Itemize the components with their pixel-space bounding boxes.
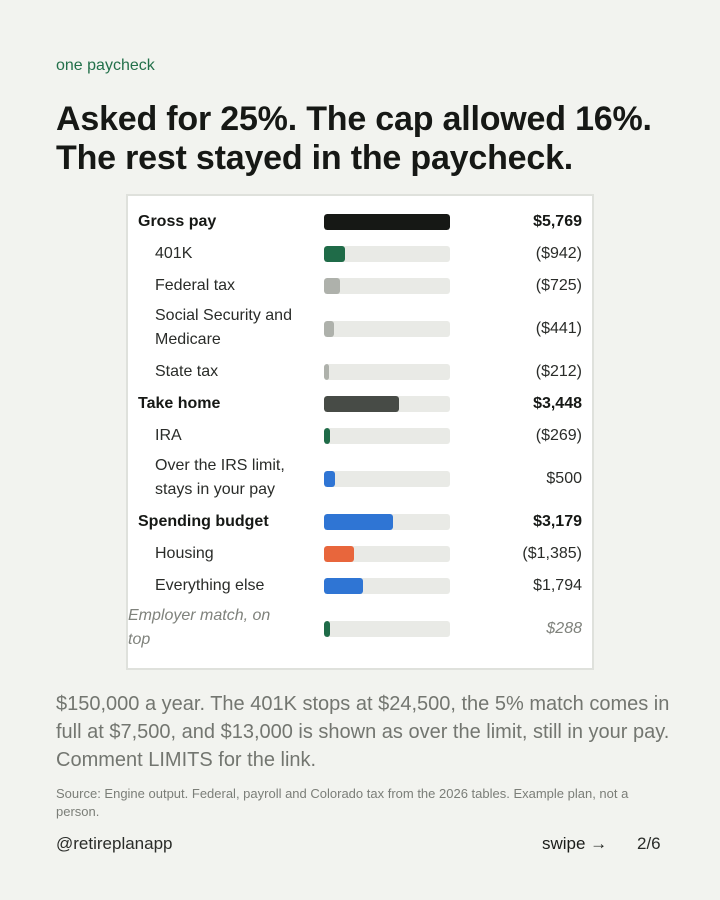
bar-fill — [324, 578, 363, 594]
row-label: IRA — [155, 427, 182, 444]
row-label: Over the IRS limit, stays in your pay — [155, 457, 285, 498]
bar-fill — [324, 621, 330, 637]
chart-row: Everything else $1,794 — [128, 570, 592, 602]
bar-fill — [324, 321, 334, 337]
row-value: ($269) — [535, 427, 582, 444]
row-value: ($441) — [535, 320, 582, 337]
row-label: Federal tax — [155, 277, 236, 294]
account-handle[interactable]: @retireplanapp — [56, 834, 173, 853]
bar-track — [324, 214, 450, 230]
page-indicator: 2/6 — [637, 834, 661, 853]
headline-line-2: The rest stayed in the paycheck. — [56, 139, 574, 177]
chart-row: Gross pay $5,769 — [128, 206, 592, 238]
row-value: $3,448 — [533, 395, 582, 412]
chart-row: Employer match, on top $288 — [128, 602, 592, 656]
chart-row: 401K ($942) — [128, 238, 592, 270]
bar-fill — [324, 278, 340, 294]
row-label: Take home — [138, 395, 221, 412]
bar-fill — [324, 471, 335, 487]
bar-track — [324, 278, 450, 294]
chart-row: Federal tax ($725) — [128, 270, 592, 302]
swipe-hint[interactable]: swipe → — [542, 834, 608, 853]
paycheck-breakdown-chart: Gross pay $5,769 401K ($942) Federal tax ($72… — [126, 194, 594, 670]
body-text: $150,000 a year. The 401K stops at $24,5… — [56, 693, 670, 771]
row-label: 401K — [155, 245, 193, 262]
row-label: Spending budget — [138, 513, 269, 530]
chart-row: Housing ($1,385) — [128, 538, 592, 570]
row-label: State tax — [155, 363, 219, 380]
bar-track — [324, 546, 450, 562]
row-label: Housing — [155, 545, 214, 562]
bar-track — [324, 246, 450, 262]
bar-track — [324, 428, 450, 444]
chart-row: Over the IRS limit, stays in your pay $50… — [128, 452, 592, 506]
bar-fill — [324, 428, 330, 444]
row-label: Social Security and Medicare — [155, 307, 292, 348]
row-value: ($212) — [535, 363, 582, 380]
row-value: $3,179 — [533, 513, 582, 530]
row-value: ($1,385) — [522, 545, 582, 562]
eyebrow: one paycheck — [56, 57, 155, 74]
row-label: Everything else — [155, 577, 265, 594]
chart-row: State tax ($212) — [128, 356, 592, 388]
row-value: $288 — [546, 620, 582, 637]
bar-fill — [324, 364, 329, 380]
source-note: Source: Engine output. Federal, payroll … — [56, 786, 629, 819]
row-value: $1,794 — [533, 577, 582, 594]
bar-track — [324, 396, 450, 412]
bar-track — [324, 578, 450, 594]
row-label: Employer match, on top — [128, 607, 271, 648]
bar-track — [324, 364, 450, 380]
chart-row: IRA ($269) — [128, 420, 592, 452]
chart-row: Take home $3,448 — [128, 388, 592, 420]
chart-row: Spending budget $3,179 — [128, 506, 592, 538]
bar-fill — [324, 514, 393, 530]
row-value: ($942) — [535, 245, 582, 262]
bar-fill — [324, 546, 354, 562]
bar-track — [324, 514, 450, 530]
headline: Asked for 25%. The cap allowed 16%. The … — [56, 100, 676, 178]
chart-row: Social Security and Medicare ($441) — [128, 302, 592, 356]
row-value: $5,769 — [533, 213, 582, 230]
row-value: $500 — [546, 470, 582, 487]
bar-track — [324, 621, 450, 637]
bar-fill — [324, 396, 399, 412]
bar-fill — [324, 246, 345, 262]
bar-track — [324, 321, 450, 337]
row-label: Gross pay — [138, 213, 217, 230]
bar-track — [324, 471, 450, 487]
headline-line-1: Asked for 25%. The cap allowed 16%. — [56, 100, 652, 138]
row-value: ($725) — [535, 277, 582, 294]
bar-fill — [324, 214, 450, 230]
